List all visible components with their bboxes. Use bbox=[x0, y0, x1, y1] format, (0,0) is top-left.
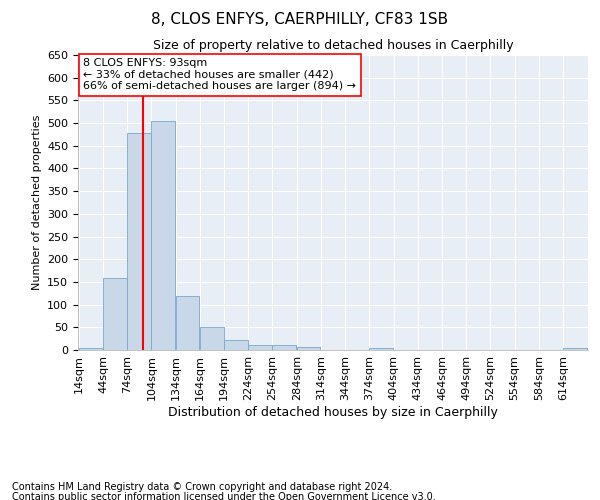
Text: Contains public sector information licensed under the Open Government Licence v3: Contains public sector information licen… bbox=[12, 492, 436, 500]
Bar bbox=[272, 346, 296, 350]
Text: Contains HM Land Registry data © Crown copyright and database right 2024.: Contains HM Land Registry data © Crown c… bbox=[12, 482, 392, 492]
Bar bbox=[370, 348, 393, 350]
Text: 8 CLOS ENFYS: 93sqm
← 33% of detached houses are smaller (442)
66% of semi-detac: 8 CLOS ENFYS: 93sqm ← 33% of detached ho… bbox=[83, 58, 356, 91]
Title: Size of property relative to detached houses in Caerphilly: Size of property relative to detached ho… bbox=[152, 40, 514, 52]
Bar bbox=[296, 347, 320, 350]
Bar bbox=[248, 344, 272, 350]
Bar bbox=[151, 121, 175, 350]
Bar bbox=[563, 348, 587, 350]
Bar bbox=[103, 278, 127, 350]
Bar bbox=[127, 133, 151, 350]
Bar bbox=[176, 296, 199, 350]
Bar bbox=[200, 328, 224, 350]
X-axis label: Distribution of detached houses by size in Caerphilly: Distribution of detached houses by size … bbox=[168, 406, 498, 418]
Bar bbox=[224, 340, 248, 350]
Text: 8, CLOS ENFYS, CAERPHILLY, CF83 1SB: 8, CLOS ENFYS, CAERPHILLY, CF83 1SB bbox=[151, 12, 449, 28]
Y-axis label: Number of detached properties: Number of detached properties bbox=[32, 115, 41, 290]
Bar bbox=[79, 348, 103, 350]
